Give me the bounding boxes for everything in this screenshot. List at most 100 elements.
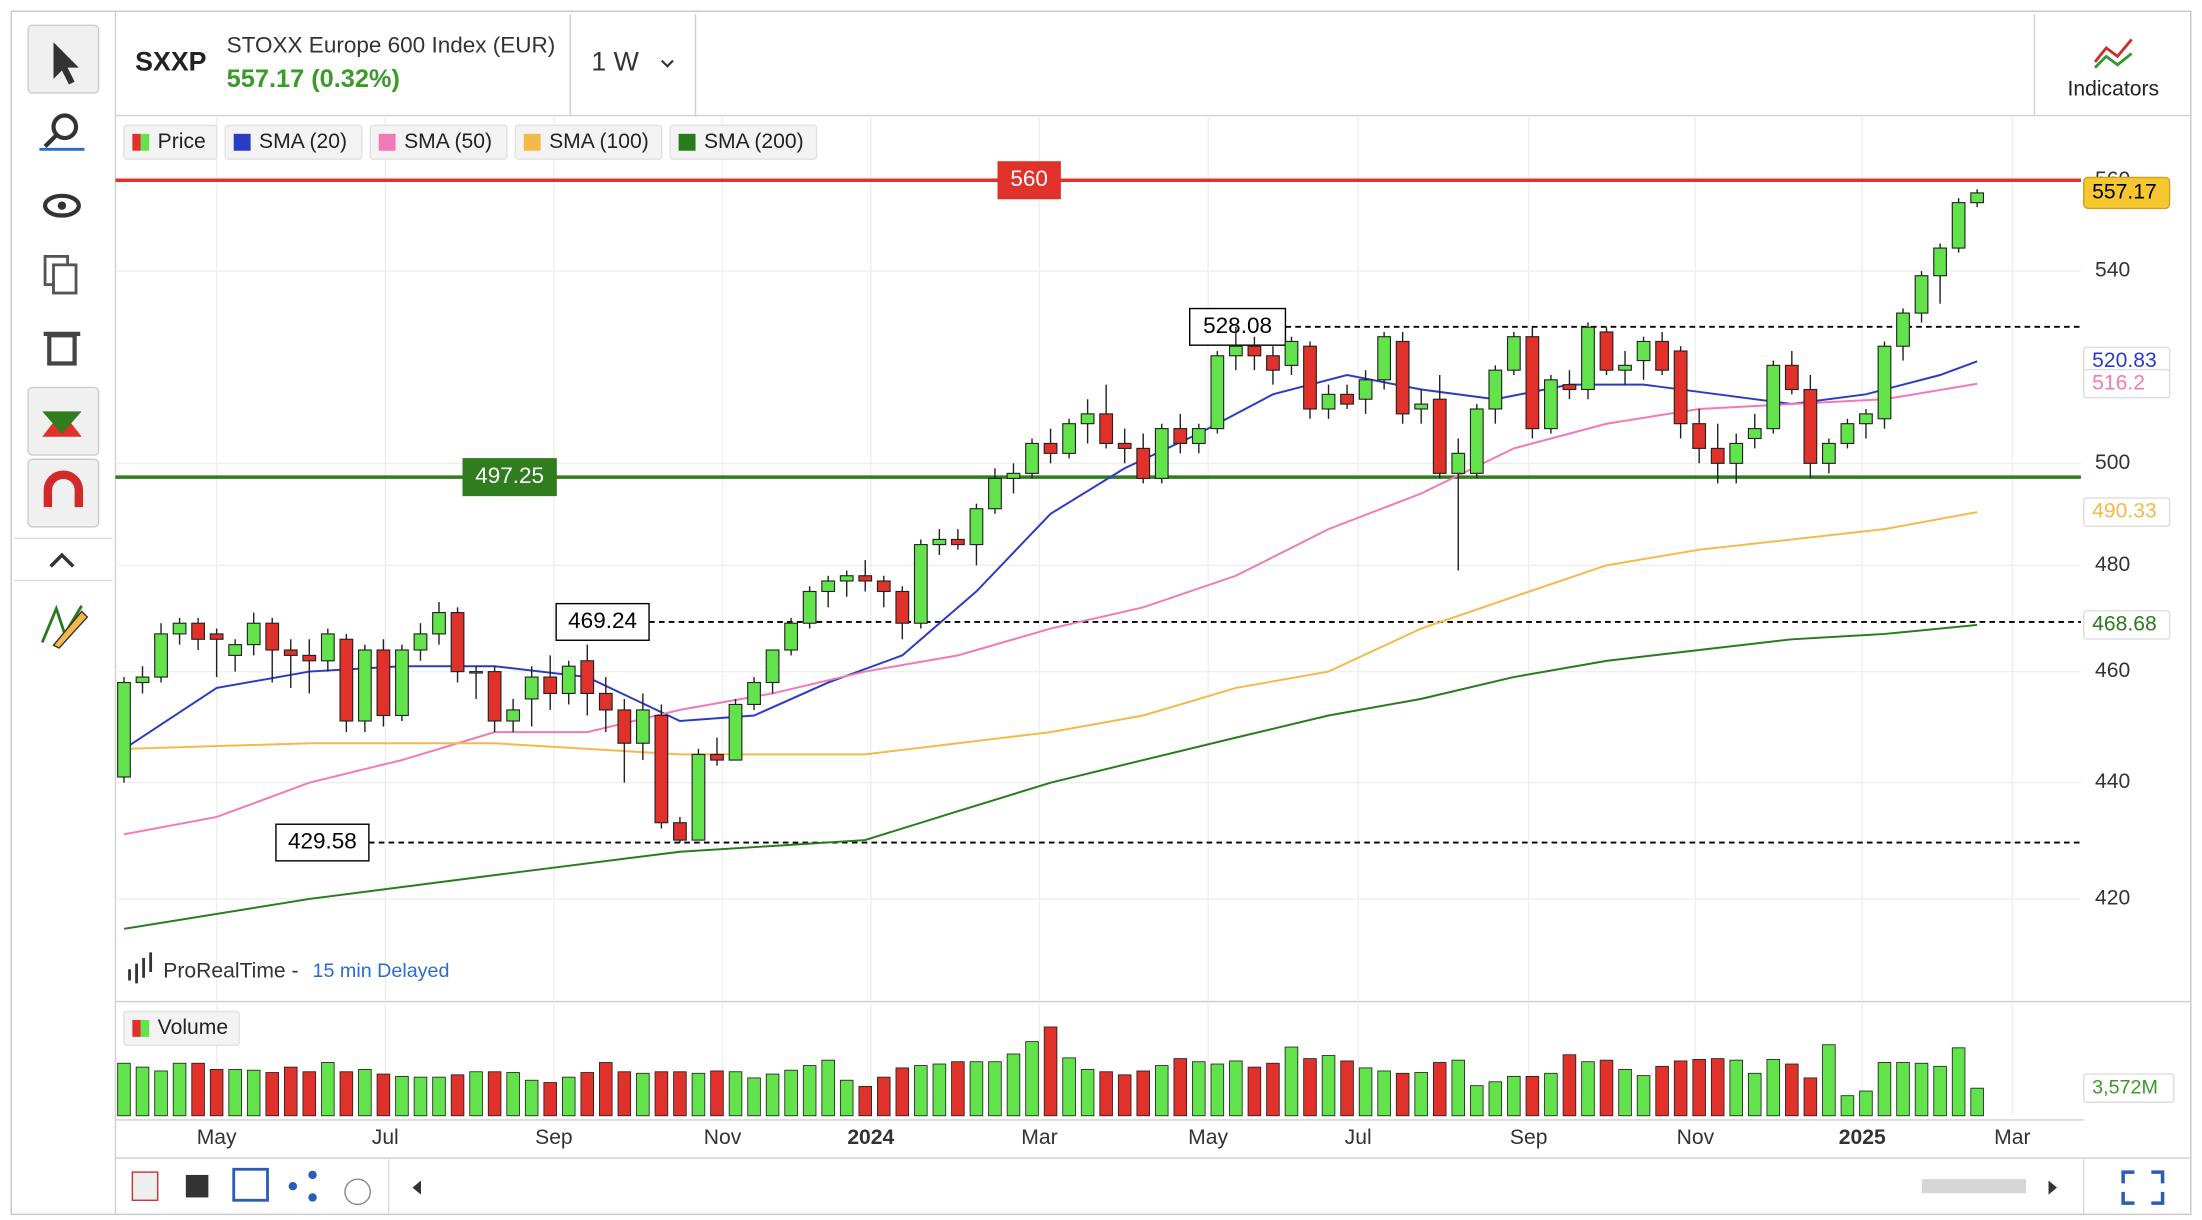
candle-body (969, 508, 984, 546)
x-tick-label: May (1188, 1126, 1228, 1149)
volume-bar (1729, 1059, 1743, 1117)
candle-body (1747, 428, 1762, 440)
scrollbar[interactable] (1921, 1179, 2027, 1194)
volume-bar (135, 1066, 150, 1117)
candle-body (1284, 340, 1299, 366)
candle-body (283, 649, 298, 656)
sma-label-box (2083, 497, 2171, 527)
volume-bar (1043, 1026, 1058, 1117)
collapse[interactable] (49, 552, 75, 568)
footer-tools[interactable] (131, 1167, 371, 1206)
tool-copy[interactable] (43, 254, 78, 295)
volume-bar (1673, 1060, 1688, 1117)
candle-body (1562, 384, 1577, 391)
volume-bar (1006, 1053, 1021, 1117)
volume-bar (1581, 1061, 1595, 1117)
tool-delete[interactable] (43, 331, 81, 366)
volume-bar (561, 1076, 576, 1117)
volume-bar (1544, 1072, 1558, 1117)
sma-label-box (2083, 610, 2171, 640)
volume-bar (209, 1069, 224, 1117)
volume-bar (1340, 1060, 1354, 1117)
volume-bar (1803, 1077, 1818, 1117)
candle-body (1006, 472, 1021, 479)
legend-swatch (132, 133, 141, 151)
fullscreen[interactable] (2121, 1170, 2165, 1205)
tool-eye[interactable] (42, 193, 81, 218)
volume-bar (728, 1071, 743, 1117)
candle-body (1933, 247, 1947, 277)
volume-bar (154, 1070, 168, 1117)
legend-label: SMA (100) (549, 130, 649, 153)
indicators-icon[interactable] (2093, 38, 2133, 69)
volume-bar (339, 1071, 354, 1117)
tool-draw[interactable] (40, 604, 89, 649)
volume-bar (1710, 1058, 1725, 1117)
interval-caret[interactable] (660, 59, 674, 68)
x-tick-label: Jul (372, 1126, 399, 1149)
candle-body (1173, 428, 1188, 445)
volume-bar (932, 1063, 947, 1117)
legend-swatch (140, 1019, 150, 1037)
legend-label: SMA (20) (259, 130, 347, 153)
x-tick-label: Nov (1677, 1126, 1715, 1149)
candle-body (1191, 428, 1206, 445)
tool-magnet[interactable] (27, 458, 100, 528)
volume-bar (1099, 1071, 1113, 1117)
volume-bar (302, 1071, 317, 1117)
candle-body (339, 638, 354, 722)
volume-bar (1692, 1058, 1706, 1117)
volume-bar (1599, 1059, 1614, 1117)
tool-trend[interactable] (27, 386, 100, 456)
candle-body (1914, 275, 1929, 314)
volume-legend: Volume (158, 1016, 228, 1039)
candle-body (951, 538, 965, 546)
candle-body (617, 709, 632, 744)
legend-chip (224, 124, 363, 160)
candle-body (1247, 345, 1262, 357)
candle-body (1784, 364, 1799, 391)
x-tick-label: 2024 (847, 1126, 894, 1149)
volume-bar (1636, 1075, 1651, 1117)
volume-bar (1377, 1070, 1391, 1117)
sma-line (123, 623, 1978, 930)
candle-body (1228, 345, 1243, 357)
volume-bar (951, 1061, 965, 1117)
candle-body (209, 633, 224, 640)
sma-label: 520.83 (2092, 349, 2157, 372)
candle-body (691, 753, 706, 841)
scroll-right[interactable] (2048, 1180, 2057, 1195)
candle-body (432, 612, 446, 635)
level-label-box (1188, 307, 1287, 346)
candle-body (1525, 336, 1540, 430)
volume-bar (877, 1076, 891, 1117)
candle-body (487, 671, 502, 722)
candle-body (450, 612, 465, 673)
x-tick-label: Nov (704, 1126, 742, 1149)
y-tick-label: 500 (2095, 451, 2130, 474)
volume-bar (1303, 1058, 1317, 1117)
tool-zoom[interactable] (39, 113, 85, 151)
interval[interactable]: 1 W (591, 46, 639, 76)
candle-body (1636, 340, 1651, 362)
volume-bar (1414, 1072, 1428, 1117)
candle-body (117, 681, 131, 778)
legend-swatch (678, 133, 696, 151)
level-label-box (555, 602, 650, 641)
delay: 15 min Delayed (313, 960, 450, 982)
level-label-box (997, 161, 1061, 200)
indicators-button[interactable]: Indicators (2068, 78, 2160, 101)
candle-body (1099, 413, 1114, 445)
volume-bar (1321, 1055, 1336, 1117)
sma-label-box (2083, 368, 2171, 399)
volume-bar (1210, 1063, 1225, 1117)
volume-bar (1470, 1085, 1484, 1117)
volume-bar (988, 1061, 1002, 1117)
scroll-left[interactable] (412, 1180, 421, 1195)
volume-bar (450, 1074, 465, 1117)
tool-pointer[interactable] (27, 24, 100, 94)
volume-bar (1080, 1069, 1095, 1117)
candle-body (895, 590, 910, 624)
volume-bar (1785, 1063, 1799, 1117)
quote: 557.17 (0.32%) (227, 65, 400, 93)
